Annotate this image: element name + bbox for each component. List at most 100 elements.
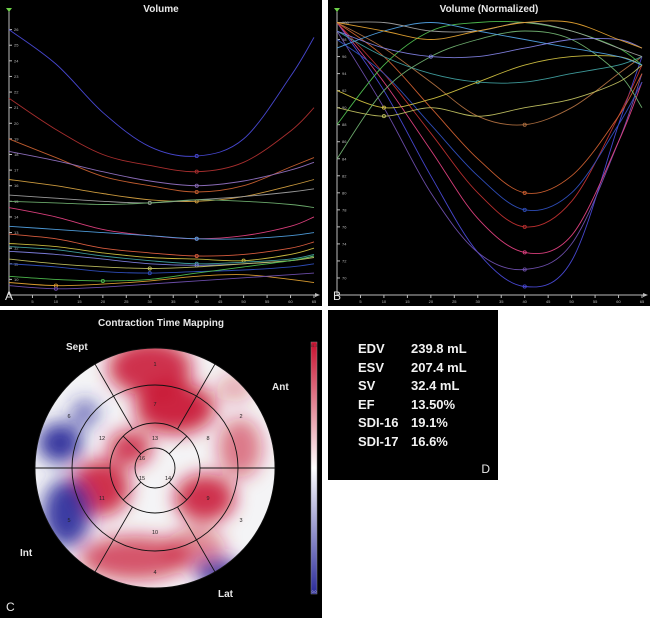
apex-ring (134, 447, 176, 489)
segment-divider (94, 506, 133, 573)
x-tick-label: 35 (499, 299, 504, 304)
series-line (336, 30, 643, 160)
y-tick-label: 19 (14, 136, 19, 141)
color-scale-bar (310, 341, 318, 595)
series-min-marker (147, 271, 152, 276)
x-tick-label: 15 (77, 299, 82, 304)
segment-label: 8 (206, 436, 209, 442)
x-tick-label: 55 (593, 299, 598, 304)
segment-label: 14 (165, 476, 171, 482)
color-blob (38, 423, 82, 463)
series-min-marker (475, 80, 480, 85)
contraction-time-map-panel: 1 2 3 4 5 6 7 8 9 10 11 12 13 14 15 16 61.3 0.0 Contracti… (0, 310, 322, 618)
segment-divider (94, 363, 133, 430)
panel-letter-d: D (481, 462, 490, 476)
series-line (8, 150, 315, 187)
x-tick-label: 35 (171, 299, 176, 304)
series-line (8, 97, 315, 173)
segment-label: 13 (152, 436, 158, 442)
segment-label: 9 (206, 496, 209, 502)
y-tick-label: 26 (14, 27, 19, 32)
metric-label: ESV (358, 359, 385, 375)
bullseye-disc (35, 348, 275, 588)
series-line (336, 22, 643, 255)
series-min-marker (100, 278, 105, 283)
y-tick-label: 82 (342, 173, 347, 178)
series-line (336, 20, 643, 49)
segment-label: 11 (99, 496, 105, 502)
metric-label: SV (358, 378, 376, 393)
x-tick-label: 40 (194, 299, 199, 304)
x-tick-label: 10 (382, 299, 387, 304)
x-tick-label: 65 (312, 299, 317, 304)
y-tick-label: 98 (342, 37, 347, 42)
segment-label: 6 (67, 414, 70, 420)
x-tick-label: 5 (31, 299, 34, 304)
x-tick-label: 25 (124, 299, 129, 304)
color-blob (80, 536, 190, 580)
volume-chart-title: Volume (143, 4, 179, 15)
series-min-marker (428, 54, 433, 59)
segment-label: 16 (139, 456, 145, 462)
region-label-lat: Lat (218, 589, 233, 600)
series-line (336, 21, 643, 58)
series-line (8, 138, 315, 193)
y-tick-label: 72 (342, 258, 347, 263)
y-tick-label: 11 (14, 261, 19, 266)
segment-label: 12 (99, 436, 105, 442)
contraction-map-title: Contraction Time Mapping (98, 318, 224, 329)
metric-row-edv: EDV 239.8 mL (358, 340, 467, 359)
segment-label: 7 (153, 402, 156, 408)
metric-label: EF (358, 396, 375, 412)
normalized-volume-chart-panel: 70 72 74 76 78 80 82 84 86 88 90 92 94 96 98 100 5 10 15 20… (328, 0, 650, 306)
series-line (336, 64, 643, 117)
y-tick-label: 16 (14, 183, 19, 188)
series-line (8, 263, 315, 274)
metric-value: 239.8 mL (411, 341, 467, 356)
y-tick-label: 12 (14, 246, 19, 251)
y-tick-label: 24 (14, 58, 19, 63)
y-tick-label: 13 (14, 230, 19, 235)
x-tick-label: 50 (241, 299, 246, 304)
segment-divider (168, 435, 188, 455)
y-tick-label: 78 (342, 207, 347, 212)
series-line (336, 39, 643, 211)
color-scale-max-label: 61.3 (311, 344, 318, 348)
metric-label: SDI-16 (358, 415, 399, 430)
y-tick-label: 25 (14, 43, 19, 48)
region-label-sept: Sept (66, 342, 88, 353)
y-tick-label: 21 (14, 105, 19, 110)
metric-value: 16.6% (411, 433, 448, 449)
series-min-marker (522, 207, 527, 212)
y-tick-label: 22 (14, 90, 19, 95)
metric-value: 32.4 mL (411, 378, 460, 393)
series-min-marker (53, 286, 58, 291)
series-min-marker (522, 224, 527, 229)
series-min-marker (522, 190, 527, 195)
x-tick-label: 45 (218, 299, 223, 304)
y-tick-label: 20 (14, 121, 19, 126)
color-scale-min-label: 0.0 (312, 590, 317, 594)
metric-label: EDV (358, 341, 385, 356)
series-line (336, 55, 643, 109)
series-min-marker (522, 250, 527, 255)
segment-grid (34, 347, 276, 589)
x-tick-label: 10 (54, 299, 59, 304)
series-line (336, 22, 643, 66)
x-tick-label: 25 (452, 299, 457, 304)
series-min-marker (147, 266, 152, 271)
color-blob (108, 348, 192, 396)
series-line (8, 233, 315, 257)
x-tick-label: 55 (265, 299, 270, 304)
volume-chart-panel: 10 11 12 13 14 15 16 17 18 19 20 21 22 23 24 25 26 5 10 15 2… (0, 0, 322, 306)
y-tick-label: 80 (342, 190, 347, 195)
series-min-marker (522, 284, 527, 289)
series-min-marker (522, 267, 527, 272)
segment-divider (122, 435, 142, 455)
x-tick-label: 60 (616, 299, 621, 304)
series-min-marker (194, 154, 199, 159)
series-min-marker (194, 183, 199, 188)
panel-letter-b: B (333, 289, 342, 303)
y-tick-label: 94 (342, 71, 347, 76)
